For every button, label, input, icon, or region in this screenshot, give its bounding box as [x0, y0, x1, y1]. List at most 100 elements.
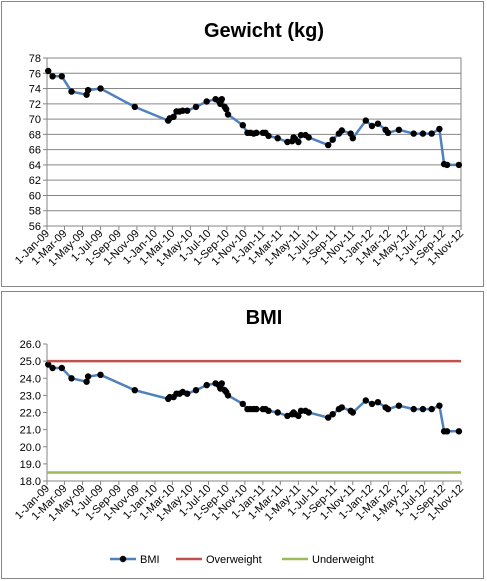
data-point [419, 130, 427, 137]
y-tick-label: 64 [29, 160, 41, 172]
data-point [455, 161, 463, 169]
data-point [58, 73, 65, 80]
data-point [325, 141, 332, 149]
data-point [297, 131, 305, 139]
data-point [284, 138, 291, 146]
data-point [84, 373, 92, 380]
y-tick-label: 25.0 [20, 356, 41, 368]
data-point [253, 129, 260, 136]
y-tick-label: 78 [29, 53, 41, 65]
data-point [338, 404, 345, 411]
data-point [218, 380, 225, 387]
data-point [325, 414, 332, 421]
data-point [436, 125, 443, 133]
data-point [192, 387, 200, 394]
data-point [203, 98, 210, 105]
y-tick-label: 22.0 [20, 408, 41, 420]
data-point [131, 103, 138, 111]
data-point [428, 130, 435, 137]
data-point [384, 129, 392, 136]
data-point [224, 392, 232, 399]
y-tick-label: 20.0 [20, 442, 41, 454]
data-point [362, 397, 369, 404]
data-point [68, 375, 75, 382]
data-point [329, 136, 336, 143]
y-tick-label: 19.0 [20, 459, 41, 471]
data-point [410, 405, 417, 413]
data-point [223, 106, 230, 113]
data-point [295, 412, 302, 420]
data-point [295, 138, 302, 146]
data-point [410, 130, 417, 137]
data-point [419, 405, 427, 413]
y-tick-label: 21.0 [20, 425, 41, 437]
data-point [297, 407, 305, 414]
data-point [443, 161, 451, 169]
data-point [443, 428, 451, 435]
data-point [192, 103, 200, 111]
data-point [184, 390, 191, 397]
data-point [374, 120, 382, 127]
y-tick-label: 66 [29, 145, 41, 157]
data-point [455, 428, 463, 435]
y-tick-label: 70 [29, 114, 41, 126]
data-point [84, 86, 92, 94]
plot-area-border [46, 57, 462, 227]
data-point [97, 371, 104, 378]
chart-title: BMI [246, 307, 283, 329]
y-tick-label: 56 [29, 221, 41, 233]
legend-entry-underweight: Underweight [312, 554, 374, 566]
legend-marker [119, 555, 127, 563]
data-point [384, 405, 392, 413]
data-point [368, 400, 376, 408]
data-point [170, 113, 177, 121]
y-tick-label: 26.0 [20, 339, 41, 351]
y-tick-label: 58 [29, 206, 41, 218]
y-tick-label: 60 [29, 190, 41, 202]
y-tick-label: 76 [29, 68, 41, 80]
bmi-chart: BMI26.025.024.023.022.021.020.019.018.01… [13, 307, 466, 566]
y-tick-label: 74 [29, 84, 41, 96]
data-point [97, 85, 104, 92]
data-point [184, 107, 191, 114]
data-point [49, 364, 56, 372]
y-tick-label: 62 [29, 175, 41, 187]
y-tick-label: 18.0 [20, 476, 41, 488]
weight-chart: Gewicht (kg)7876747270686664626058561-Ja… [13, 20, 466, 269]
weight-chart-panel: Gewicht (kg) 78 76 74 72 70 68 66 64 62 60 58 56 1-Ja… [1, 1, 484, 287]
data-point [203, 381, 210, 389]
series-line [47, 70, 459, 167]
data-point [349, 409, 356, 416]
data-point [374, 399, 382, 406]
legend-entry-overweight: Overweight [206, 554, 262, 566]
y-tick-label: 23.0 [20, 390, 41, 402]
chart-title: Gewicht (kg) [204, 20, 324, 42]
data-point [436, 402, 443, 409]
data-point [45, 361, 52, 368]
y-tick-label: 72 [29, 99, 41, 111]
data-point [265, 132, 272, 140]
data-point [45, 67, 52, 75]
data-point [428, 405, 435, 413]
data-point [58, 364, 65, 372]
data-point [265, 407, 272, 414]
data-point [239, 400, 246, 408]
data-point [218, 96, 225, 103]
series-line-bmi [47, 363, 459, 433]
data-point [239, 122, 246, 129]
legend-entry-bmi: BMI [140, 554, 160, 566]
y-tick-label: 68 [29, 129, 41, 141]
data-point [224, 111, 232, 118]
data-point [253, 405, 260, 413]
data-point [49, 73, 56, 80]
data-point [305, 134, 312, 141]
y-tick-label: 24.0 [20, 373, 41, 385]
data-point [395, 126, 403, 133]
data-point [68, 88, 75, 95]
bmi-chart-panel: BMI 26.0 25.0 24.0 23.0 22.0 21.0 20.0 19.0 18.0 1… [1, 291, 484, 579]
data-point [83, 378, 90, 385]
data-point [274, 409, 281, 416]
data-point [368, 122, 376, 130]
data-point [179, 107, 186, 114]
